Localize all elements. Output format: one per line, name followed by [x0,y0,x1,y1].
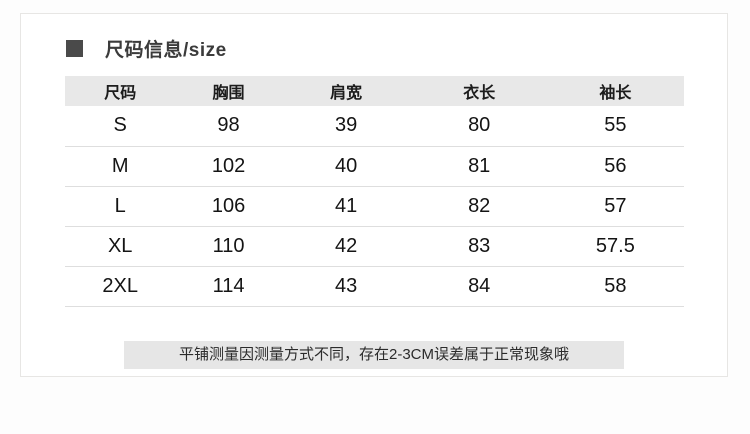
column-header-size: 尺码 [104,85,137,102]
sleeve-cell: 57.5 [595,234,635,257]
sleeve-cell: 57 [604,194,627,217]
size-cell: M [111,154,129,177]
length-cell: 84 [468,274,491,297]
size-cell: S [113,114,127,137]
size-cell: 2XL [102,274,138,297]
sleeve-cell: 55 [604,114,627,137]
length-cell: 82 [468,194,491,217]
square-bullet-icon [66,39,83,57]
sleeve-cell: 58 [604,274,627,297]
shoulder-cell: 43 [334,274,358,297]
size-cell: L [114,194,126,217]
shoulder-cell: 41 [334,194,358,217]
column-header-shoulder: 肩宽 [330,85,363,102]
bust-cell: 106 [211,194,246,217]
shoulder-cell: 39 [334,114,358,137]
bust-cell: 102 [211,154,246,177]
size-table: 尺码 胸围 肩宽 衣长 袖长 S 98 39 80 55 M 102 [64,76,684,307]
length-cell: 80 [468,114,491,137]
size-info-card: 尺码信息/size 尺码 胸围 肩宽 衣长 袖长 [20,13,728,377]
table-row-s: S 98 39 80 55 [64,106,684,146]
bust-cell: 114 [212,274,245,297]
sleeve-cell: 56 [604,154,627,177]
bust-cell: 110 [212,234,245,257]
shoulder-cell: 42 [334,234,358,257]
bust-cell: 98 [217,114,240,137]
section-header: 尺码信息/size [66,36,727,61]
length-cell: 83 [468,234,491,257]
section-title: 尺码信息/size [105,39,227,61]
table-row-l: L 106 41 82 57 [64,186,684,226]
column-header-length: 衣长 [463,85,496,102]
size-table-header-row: 尺码 胸围 肩宽 衣长 袖长 [64,76,684,106]
length-cell: 81 [468,154,491,177]
table-row-xl: XL 110 42 83 57.5 [64,226,684,266]
column-header-bust: 胸围 [212,85,245,102]
measurement-note: 平铺测量因测量方式不同，存在2-3CM误差属于正常现象哦 [124,340,624,369]
table-row-m: M 102 40 81 56 [64,146,684,186]
size-cell: XL [107,234,133,257]
column-header-sleeve: 袖长 [599,85,632,102]
shoulder-cell: 40 [334,154,358,177]
table-row-2xl: 2XL 114 43 84 58 [64,266,684,306]
